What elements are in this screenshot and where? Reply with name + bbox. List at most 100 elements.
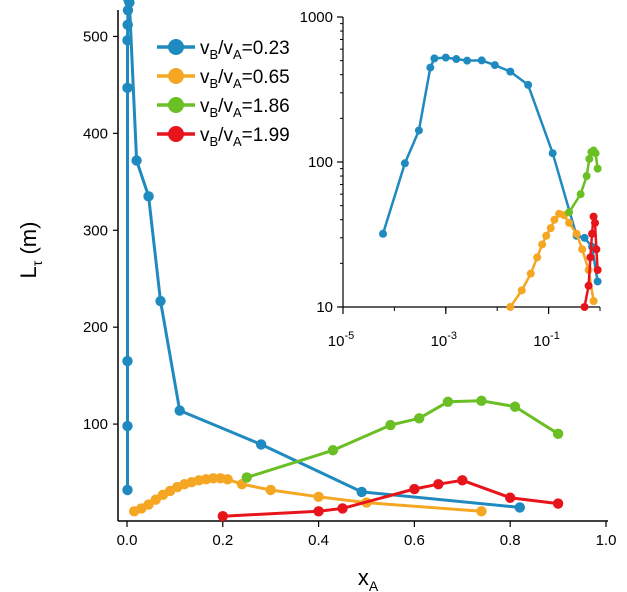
y-axis-title-unit: (m)	[16, 222, 41, 261]
inset-x-tick-label: 10-5	[328, 330, 354, 350]
inset-data-point	[452, 55, 461, 64]
inset-data-point	[506, 67, 515, 76]
data-point	[217, 510, 228, 522]
data-point	[122, 19, 133, 31]
inset-data-point	[591, 218, 600, 227]
series-2	[241, 395, 564, 483]
data-point	[143, 191, 154, 202]
inset-data-point	[538, 240, 547, 249]
series-line	[246, 399, 559, 479]
inset-data-point	[546, 224, 555, 233]
data-point	[442, 396, 454, 408]
x-tick-label: 0.2	[212, 532, 233, 549]
inset-data-point	[548, 149, 557, 158]
inset-data-point	[586, 253, 595, 262]
inset-background	[343, 17, 600, 307]
inset-data-point	[400, 159, 409, 168]
data-point	[409, 483, 420, 495]
inset-data-point	[591, 149, 600, 158]
inset-data-point	[592, 245, 601, 254]
inset-y-tick-label: 1000	[300, 9, 333, 26]
data-point	[514, 502, 525, 513]
data-point	[208, 473, 219, 484]
inset-data-point	[572, 229, 581, 238]
data-point	[552, 498, 564, 509]
data-point	[313, 491, 324, 502]
inset-data-point	[533, 253, 542, 262]
inset-data-point	[463, 56, 472, 65]
inset-series-2	[565, 146, 602, 217]
inset-data-point	[550, 215, 559, 224]
data-point	[122, 35, 133, 46]
y-axis-title: Lτ (m)	[16, 222, 45, 279]
inset-data-point	[584, 281, 593, 290]
series-0	[122, 0, 525, 513]
x-axis-title: xA	[358, 565, 379, 592]
inset-data-point	[576, 190, 585, 199]
inset-x-tick-label: 10-1	[533, 330, 559, 350]
legend-swatch-marker	[168, 97, 184, 113]
data-point	[222, 474, 233, 485]
inset-data-point	[441, 53, 450, 62]
data-point	[413, 413, 425, 424]
legend-swatch-marker	[168, 68, 184, 84]
data-point	[255, 439, 267, 450]
inset-plot: 10 100 1000 10-5 10-3 10-1	[300, 9, 602, 350]
inset-data-point	[524, 80, 533, 89]
y-tick-label: 300	[83, 222, 108, 239]
legend-label: vB/vA=0.23	[200, 38, 290, 62]
legend-item: vB/vA=1.86	[157, 96, 290, 120]
data-point	[174, 405, 185, 416]
inset-data-point	[542, 231, 551, 240]
data-point	[457, 475, 468, 486]
series-1	[128, 473, 487, 517]
x-axis-title-main: x	[358, 565, 369, 590]
x-tick-label: 0.4	[308, 532, 329, 549]
inset-data-point	[589, 212, 598, 221]
inset-data-point	[593, 164, 602, 173]
inset-data-point	[490, 61, 499, 70]
inset-data-point	[477, 56, 486, 65]
x-tick-label: 0.8	[500, 532, 521, 549]
main-plot: 100 200 300 400 500 0.0 0.2 0.4 0.6 0.8 1.0	[83, 0, 616, 549]
inset-data-point	[578, 245, 587, 254]
data-point	[155, 295, 166, 307]
data-point	[385, 419, 396, 431]
inset-data-point	[378, 229, 387, 238]
inset-data-point	[582, 172, 591, 181]
inset-data-point	[593, 277, 602, 286]
inset-data-point	[580, 233, 589, 242]
legend-item: vB/vA=1.99	[157, 125, 290, 149]
data-point	[122, 5, 134, 16]
x-tick-label: 1.0	[596, 532, 617, 549]
data-point	[124, 0, 135, 8]
inset-series-1	[506, 209, 598, 311]
data-point	[327, 445, 339, 456]
y-axis-title-sub: τ	[29, 260, 45, 266]
y-tick-label: 400	[83, 125, 108, 142]
inset-data-point	[588, 229, 597, 238]
series-3	[217, 475, 564, 522]
y-tick-label: 500	[83, 28, 108, 45]
inset-data-point	[580, 303, 589, 311]
inset-data-point	[506, 303, 515, 311]
data-point	[433, 478, 444, 490]
legend-item: vB/vA=0.65	[157, 67, 290, 91]
data-point	[122, 82, 133, 94]
data-point	[313, 506, 324, 517]
y-tick-label: 200	[83, 319, 108, 336]
legend-swatch-marker	[168, 39, 184, 55]
x-tick-label: 0.0	[117, 532, 138, 549]
inset-y-tick-label: 10	[316, 299, 333, 316]
data-point	[476, 506, 487, 517]
data-point	[337, 503, 348, 514]
inset-data-point	[585, 154, 594, 163]
x-axis-title-sub: A	[369, 578, 379, 592]
data-point	[505, 492, 516, 503]
inset-data-point	[589, 296, 598, 305]
inset-data-point	[430, 54, 439, 63]
x-tick-label: 0.6	[404, 532, 425, 549]
inset-data-point	[526, 269, 535, 278]
inset-data-point	[593, 265, 602, 274]
